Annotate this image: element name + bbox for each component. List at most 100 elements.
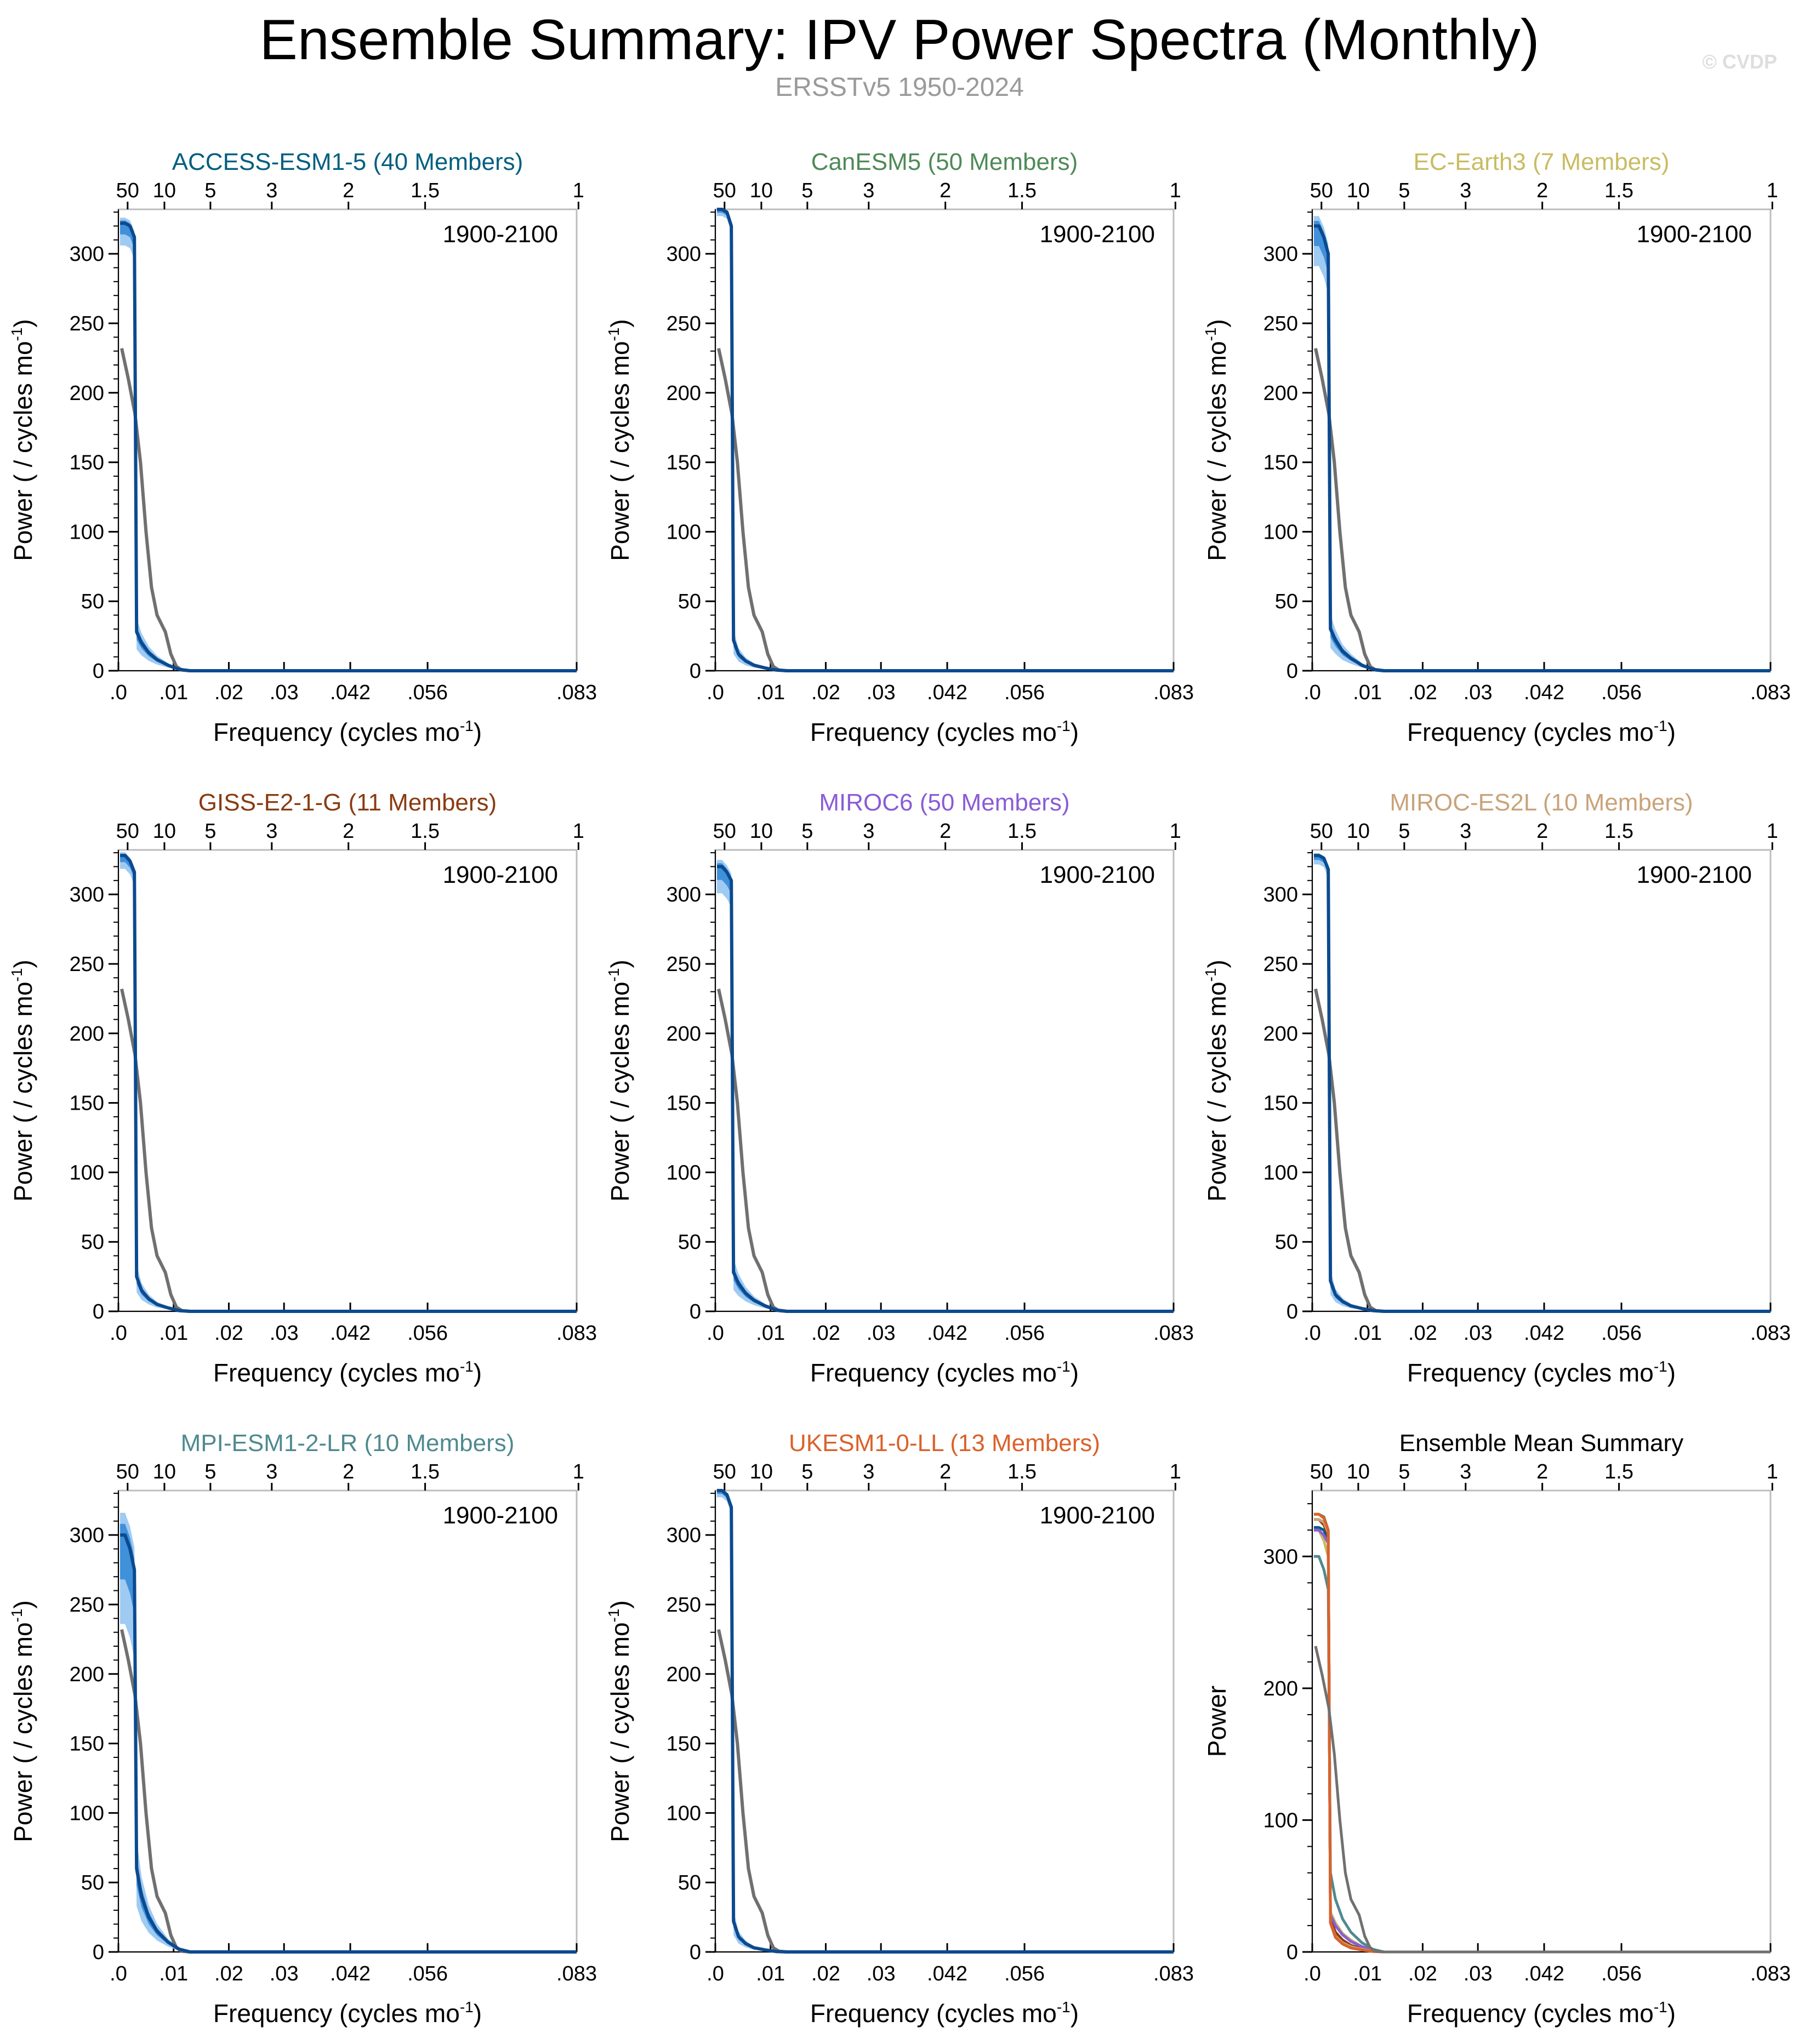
- x-tick-label: .02: [1408, 681, 1437, 704]
- y-tick-label: 200: [70, 1663, 104, 1686]
- top-x-tick-label: 5: [204, 820, 216, 843]
- top-x-tick-label: 5: [204, 1460, 216, 1483]
- period-annotation: 1900-2100: [443, 1502, 558, 1529]
- x-tick-label: .042: [927, 1322, 967, 1345]
- y-tick-label: 200: [1263, 1023, 1298, 1046]
- y-tick-label: 200: [667, 1023, 701, 1046]
- x-tick-label: .02: [1408, 1962, 1437, 1985]
- ensemble-mean-line: [120, 221, 577, 672]
- top-x-tick-label: 10: [750, 1460, 773, 1483]
- y-tick-label: 50: [1275, 1231, 1298, 1254]
- x-tick-label: .03: [270, 681, 299, 704]
- y-tick-label: 150: [667, 452, 701, 475]
- y-tick-label: 250: [1263, 953, 1298, 976]
- top-x-tick-label: 2: [940, 179, 951, 202]
- top-x-tick-label: 2: [940, 820, 951, 843]
- y-tick-label: 250: [667, 312, 701, 335]
- x-tick-label: .03: [270, 1322, 299, 1345]
- top-x-tick-label: 1.5: [411, 1460, 440, 1483]
- y-tick-label: 300: [667, 243, 701, 266]
- x-axis-label: Frequency (cycles mo-1): [810, 1358, 1079, 1387]
- y-tick-label: 100: [70, 521, 104, 544]
- ensemble-mean-line: [1314, 224, 1770, 672]
- chart-title: EC-Earth3 (7 Members): [1413, 149, 1669, 175]
- y-tick-label: 100: [1263, 1809, 1298, 1832]
- x-tick-label: .01: [159, 1322, 188, 1345]
- x-tick-label: .056: [1004, 1322, 1045, 1345]
- top-x-tick-label: 1.5: [1604, 179, 1633, 202]
- x-tick-label: .042: [1524, 1962, 1564, 1985]
- observations-line: [717, 1629, 1174, 1954]
- top-x-tick-label: 2: [1536, 179, 1548, 202]
- observations-line: [717, 988, 1174, 1313]
- chart-title: MPI-ESM1-2-LR (10 Members): [181, 1430, 515, 1457]
- y-axis-label: Power ( / cycles mo-1): [605, 960, 634, 1202]
- ensemble-mean-line: [1314, 854, 1770, 1313]
- top-x-tick-label: 2: [1536, 1460, 1548, 1483]
- plot-frame: [117, 849, 578, 1312]
- ensemble-mean-line: [717, 1489, 1174, 1954]
- top-x-tick-label: 1.5: [1604, 820, 1633, 843]
- ensemble-mean-line: [120, 854, 577, 1313]
- series-line-ersstv5: [1314, 1646, 1770, 1954]
- top-x-tick-label: 5: [1398, 179, 1410, 202]
- plot-frame: [117, 1489, 578, 1953]
- x-tick-label: .03: [1464, 681, 1493, 704]
- y-tick-label: 250: [70, 953, 104, 976]
- x-tick-label: .01: [756, 1322, 785, 1345]
- x-tick-label: .02: [811, 1962, 840, 1985]
- series-line-canesm5: [1314, 1512, 1770, 1954]
- y-tick-label: 150: [667, 1733, 701, 1756]
- y-tick-label: 50: [1275, 590, 1298, 613]
- series-line-ukesm1-0-ll: [1314, 1512, 1770, 1954]
- chart-title: UKESM1-0-LL (13 Members): [789, 1430, 1100, 1457]
- x-axis-label: Frequency (cycles mo-1): [1407, 1999, 1676, 2028]
- plot-frame: [714, 849, 1175, 1312]
- top-x-tick-label: 5: [1398, 820, 1410, 843]
- ensemble-spread-outer: [1314, 853, 1770, 1311]
- ensemble-spread-outer: [120, 218, 577, 671]
- top-x-tick-label: 3: [863, 1460, 874, 1483]
- top-x-tick-label: 3: [266, 1460, 277, 1483]
- x-axis-label: Frequency (cycles mo-1): [1407, 1358, 1676, 1387]
- series-line-ec-earth3: [1314, 1528, 1770, 1954]
- x-tick-label: .056: [407, 1962, 448, 1985]
- y-tick-label: 300: [1263, 883, 1298, 906]
- period-annotation: 1900-2100: [1040, 861, 1155, 888]
- x-tick-label: .0: [707, 1962, 724, 1985]
- x-tick-label: .01: [756, 1962, 785, 1985]
- y-tick-label: 200: [70, 1023, 104, 1046]
- x-tick-label: .056: [1004, 1962, 1045, 1985]
- y-tick-label: 250: [667, 1594, 701, 1617]
- y-tick-label: 200: [667, 382, 701, 405]
- ensemble-spread-outer: [717, 860, 1174, 1311]
- ensemble-mean-line: [717, 865, 1174, 1313]
- plot-frame: [1311, 208, 1772, 672]
- y-tick-label: 300: [1263, 1545, 1298, 1568]
- top-x-tick-label: 50: [1310, 179, 1333, 202]
- series-line-miroc6: [1314, 1528, 1770, 1954]
- x-tick-label: .01: [159, 681, 188, 704]
- x-tick-label: .01: [1353, 681, 1382, 704]
- y-axis-label: Power ( / cycles mo-1): [1202, 960, 1231, 1202]
- top-x-tick-label: 1: [573, 179, 584, 202]
- chart-panel-5: 050100150200250300.0.01.02.03.042.056.08…: [605, 789, 1194, 1387]
- plot-frame: [117, 208, 578, 672]
- top-x-tick-label: 3: [863, 820, 874, 843]
- y-tick-label: 0: [1286, 1941, 1298, 1964]
- ensemble-spread-inner: [120, 220, 577, 671]
- x-tick-label: .083: [1750, 681, 1791, 704]
- top-x-tick-label: 10: [153, 1460, 176, 1483]
- top-x-tick-label: 5: [801, 1460, 813, 1483]
- x-tick-label: .0: [110, 1962, 127, 1985]
- top-x-tick-label: 2: [343, 179, 354, 202]
- x-tick-label: .083: [556, 1962, 597, 1985]
- series-line-access-esm1-5: [1314, 1526, 1770, 1954]
- x-tick-label: .03: [867, 1962, 896, 1985]
- top-x-tick-label: 50: [116, 1460, 139, 1483]
- x-tick-label: .01: [1353, 1962, 1382, 1985]
- top-x-tick-label: 3: [1460, 1460, 1471, 1483]
- top-x-tick-label: 2: [343, 1460, 354, 1483]
- y-axis-label: Power ( / cycles mo-1): [605, 319, 634, 561]
